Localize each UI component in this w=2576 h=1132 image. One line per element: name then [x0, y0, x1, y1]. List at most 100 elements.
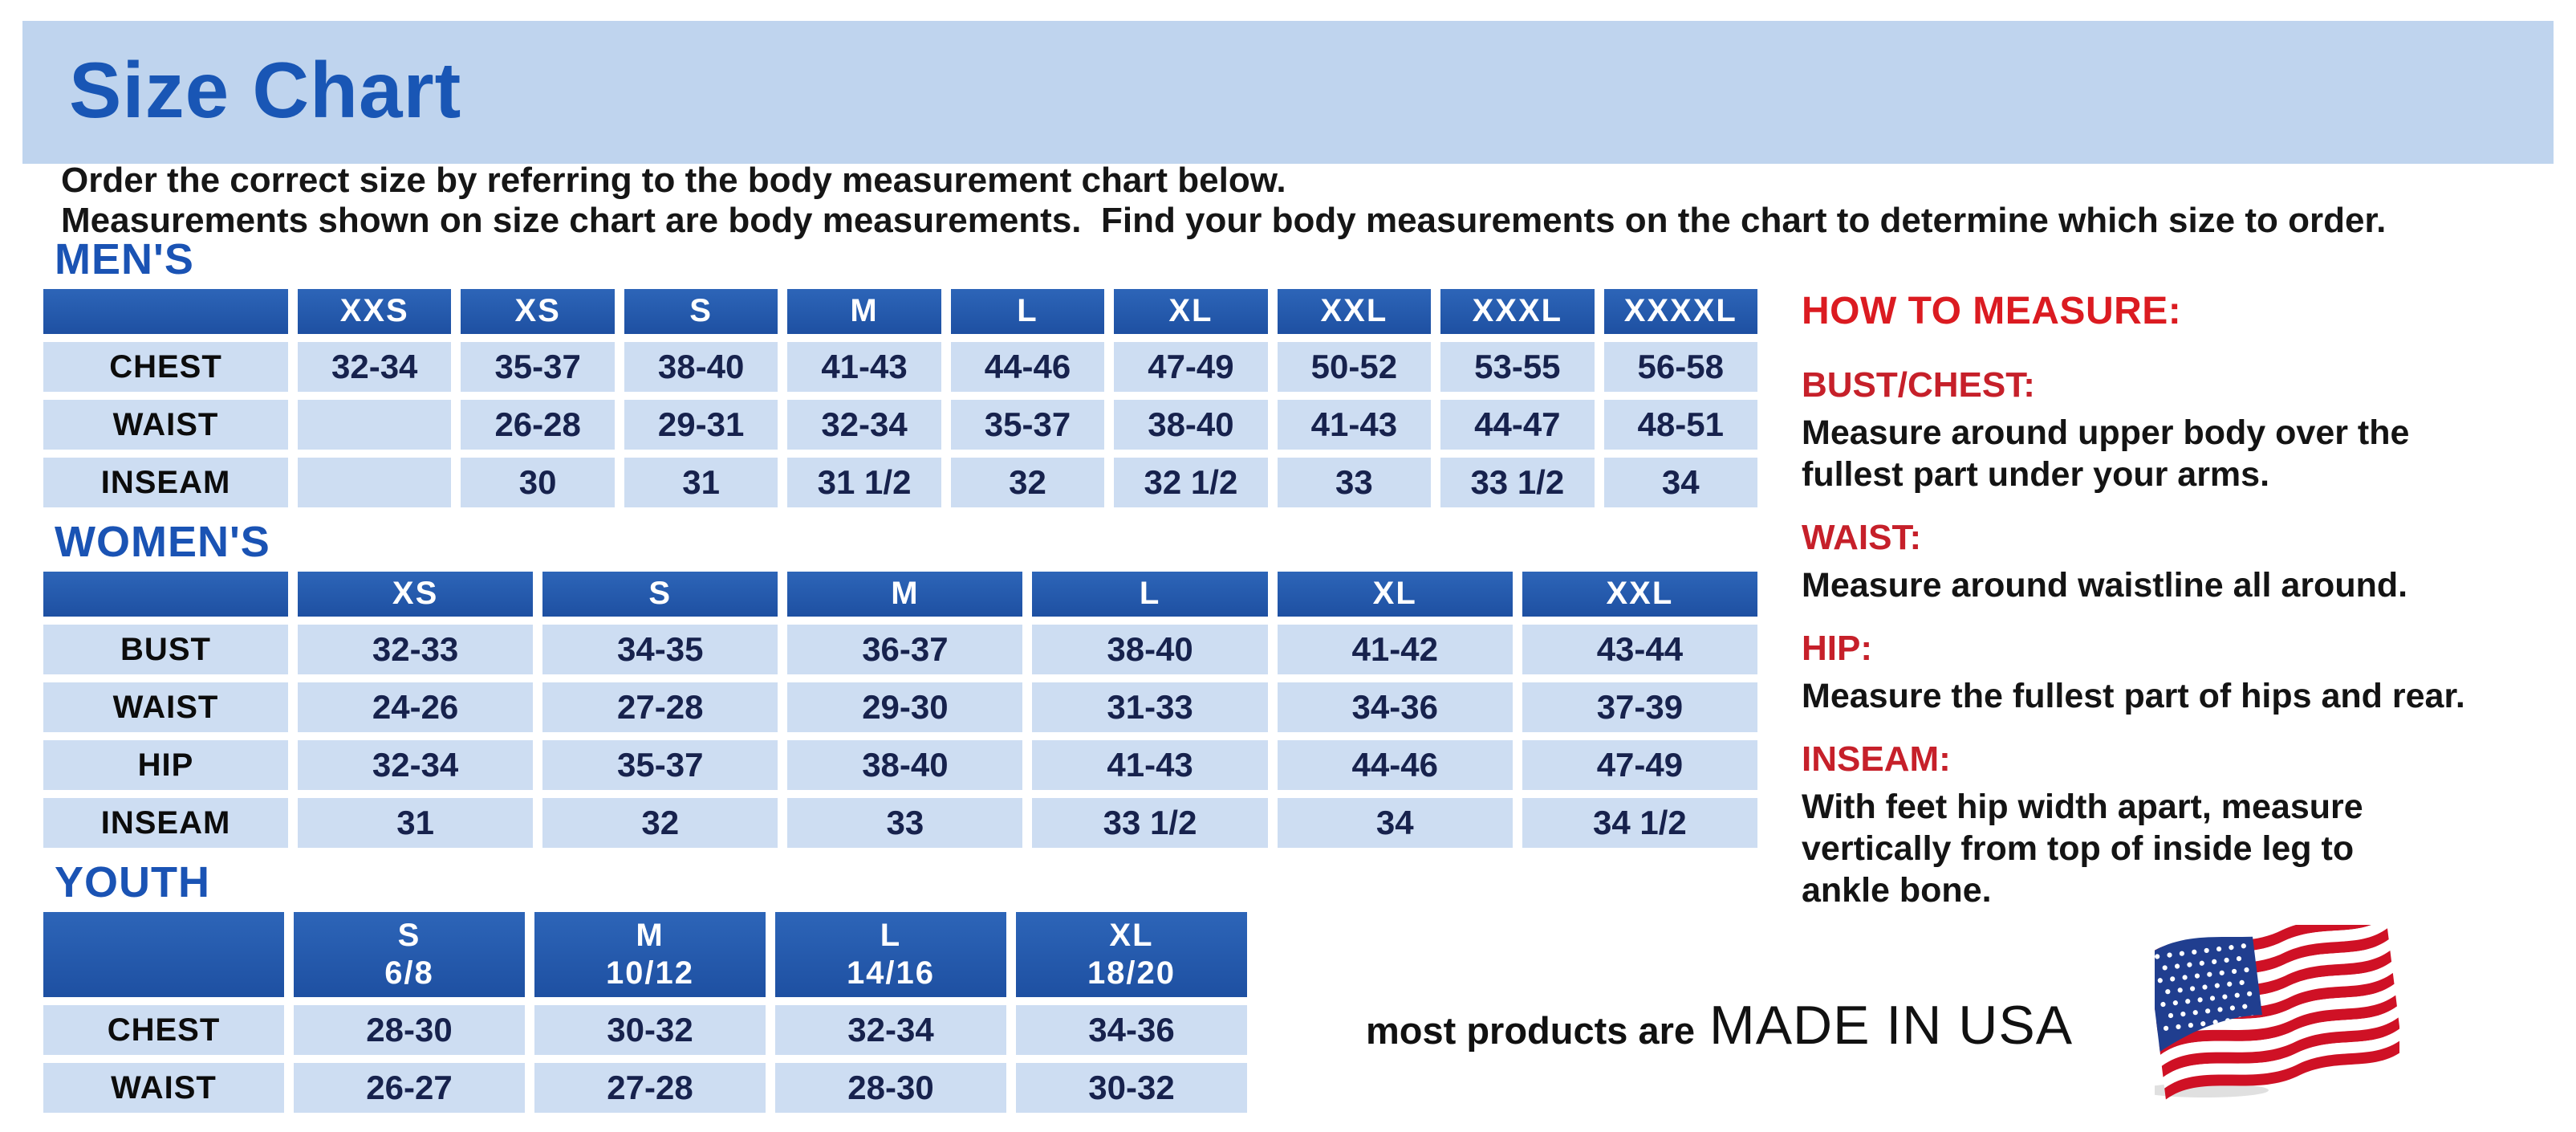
- column-header-cell: XXL: [1522, 572, 1757, 617]
- value-cell: 38-40: [1032, 625, 1268, 674]
- column-header-cell: XS: [298, 572, 534, 617]
- value-cell: 27-28: [542, 682, 778, 732]
- made-in-usa-prefix: most products are: [1366, 1009, 1696, 1052]
- value-cell: 32-34: [298, 740, 534, 790]
- value-cell: 38-40: [624, 342, 778, 392]
- value-cell: 34-36: [1277, 682, 1513, 732]
- value-cell: 41-43: [787, 342, 941, 392]
- value-cell: 47-49: [1114, 342, 1268, 392]
- measure-label-bust-chest: BUST/CHEST:: [1802, 365, 2035, 405]
- value-cell: 37-39: [1522, 682, 1757, 732]
- mens-size-table: XXS XS S M L XL XXL XXXL XXXXL CHEST 32-34 35-37 38-…: [43, 289, 1757, 507]
- value-cell: 31-33: [1032, 682, 1268, 732]
- value-cell: 47-49: [1522, 740, 1757, 790]
- value-cell: 34-35: [542, 625, 778, 674]
- value-cell: 33 1/2: [1032, 798, 1268, 848]
- row-label-cell: INSEAM: [43, 798, 288, 848]
- measure-label-waist: WAIST:: [1802, 518, 1922, 557]
- value-cell: 44-46: [1277, 740, 1513, 790]
- row-label-cell: BUST: [43, 625, 288, 674]
- how-to-measure-section: HOW TO MEASURE: BUST/CHEST: Measure arou…: [1802, 289, 2572, 934]
- value-cell: 34: [1277, 798, 1513, 848]
- row-label-cell: WAIST: [43, 682, 288, 732]
- column-header-cell: L 14/16: [775, 912, 1006, 997]
- value-cell: 30-32: [534, 1005, 766, 1055]
- row-label-cell: WAIST: [43, 400, 288, 450]
- value-cell: 32-34: [298, 342, 452, 392]
- value-cell: 48-51: [1603, 400, 1757, 450]
- value-cell: 35-37: [950, 400, 1105, 450]
- value-cell: 35-37: [461, 342, 615, 392]
- row-label-cell: INSEAM: [43, 458, 288, 507]
- value-cell: 38-40: [787, 740, 1023, 790]
- value-cell: 26-27: [294, 1063, 525, 1113]
- value-cell: 26-28: [461, 400, 615, 450]
- intro-line-1: Order the correct size by referring to t…: [61, 161, 1286, 200]
- value-cell: 32: [542, 798, 778, 848]
- row-label-cell: CHEST: [43, 342, 288, 392]
- value-cell: 41-42: [1277, 625, 1513, 674]
- value-cell: 32-33: [298, 625, 534, 674]
- womens-section-heading: WOMEN'S: [55, 518, 270, 566]
- column-header-cell: XXXL: [1440, 289, 1595, 334]
- value-cell: 29-30: [787, 682, 1023, 732]
- intro-line-2: Measurements shown on size chart are bod…: [61, 201, 2387, 240]
- column-header-cell: XL 18/20: [1016, 912, 1247, 997]
- value-cell: 43-44: [1522, 625, 1757, 674]
- value-cell: 29-31: [624, 400, 778, 450]
- value-cell: 33: [1277, 458, 1432, 507]
- mens-section-heading: MEN'S: [55, 235, 194, 283]
- value-cell: 32: [950, 458, 1105, 507]
- value-cell: 24-26: [298, 682, 534, 732]
- column-header-cell: S: [542, 572, 778, 617]
- row-label-cell: HIP: [43, 740, 288, 790]
- value-cell: 31: [624, 458, 778, 507]
- value-cell: 32 1/2: [1114, 458, 1268, 507]
- corner-cell: [43, 912, 284, 997]
- womens-size-table: XS S M L XL XXL BUST 32-33 34-35 36-37 38-40 41-42 4…: [43, 572, 1757, 848]
- column-header-cell: XXXXL: [1603, 289, 1757, 334]
- value-cell: 31: [298, 798, 534, 848]
- column-header-cell: XL: [1277, 572, 1513, 617]
- column-header-cell: S 6/8: [294, 912, 525, 997]
- value-cell: 34: [1603, 458, 1757, 507]
- intro-text: Order the correct size by referring to t…: [61, 161, 2549, 241]
- measure-text-inseam: With feet hip width apart, measure verti…: [1802, 788, 2363, 910]
- value-cell: 35-37: [542, 740, 778, 790]
- youth-section-heading: YOUTH: [55, 858, 210, 906]
- measure-text-waist: Measure around waistline all around.: [1802, 566, 2408, 605]
- corner-cell: [43, 572, 288, 617]
- value-cell: 53-55: [1440, 342, 1595, 392]
- page-title: Size Chart: [69, 45, 462, 134]
- value-cell: 33: [787, 798, 1023, 848]
- measure-label-hip: HIP:: [1802, 629, 1872, 668]
- column-header-cell: M 10/12: [534, 912, 766, 997]
- value-cell: 44-46: [950, 342, 1105, 392]
- value-cell: 38-40: [1114, 400, 1268, 450]
- column-header-cell: M: [787, 572, 1023, 617]
- measure-text-hip: Measure the fullest part of hips and rea…: [1802, 677, 2465, 715]
- youth-size-table: S 6/8 M 10/12 L 14/16 XL 18/20 CHEST 28-30 30-…: [43, 912, 1247, 1113]
- measure-label-inseam: INSEAM:: [1802, 739, 1951, 779]
- value-cell: 41-43: [1032, 740, 1268, 790]
- row-label-cell: WAIST: [43, 1063, 284, 1113]
- value-cell: [298, 400, 452, 450]
- how-to-measure-heading: HOW TO MEASURE:: [1802, 290, 2182, 332]
- value-cell: 27-28: [534, 1063, 766, 1113]
- value-cell: 34 1/2: [1522, 798, 1757, 848]
- column-header-cell: L: [1032, 572, 1268, 617]
- value-cell: 36-37: [787, 625, 1023, 674]
- column-header-cell: XXL: [1277, 289, 1432, 334]
- value-cell: 32-34: [775, 1005, 1006, 1055]
- corner-cell: [43, 289, 288, 334]
- column-header-cell: XS: [461, 289, 615, 334]
- value-cell: 41-43: [1277, 400, 1432, 450]
- row-label-cell: CHEST: [43, 1005, 284, 1055]
- value-cell: 31 1/2: [787, 458, 941, 507]
- value-cell: 30-32: [1016, 1063, 1247, 1113]
- value-cell: 44-47: [1440, 400, 1595, 450]
- made-in-usa-text: MADE IN USA: [1709, 995, 2074, 1056]
- value-cell: 32-34: [787, 400, 941, 450]
- column-header-cell: XXS: [298, 289, 452, 334]
